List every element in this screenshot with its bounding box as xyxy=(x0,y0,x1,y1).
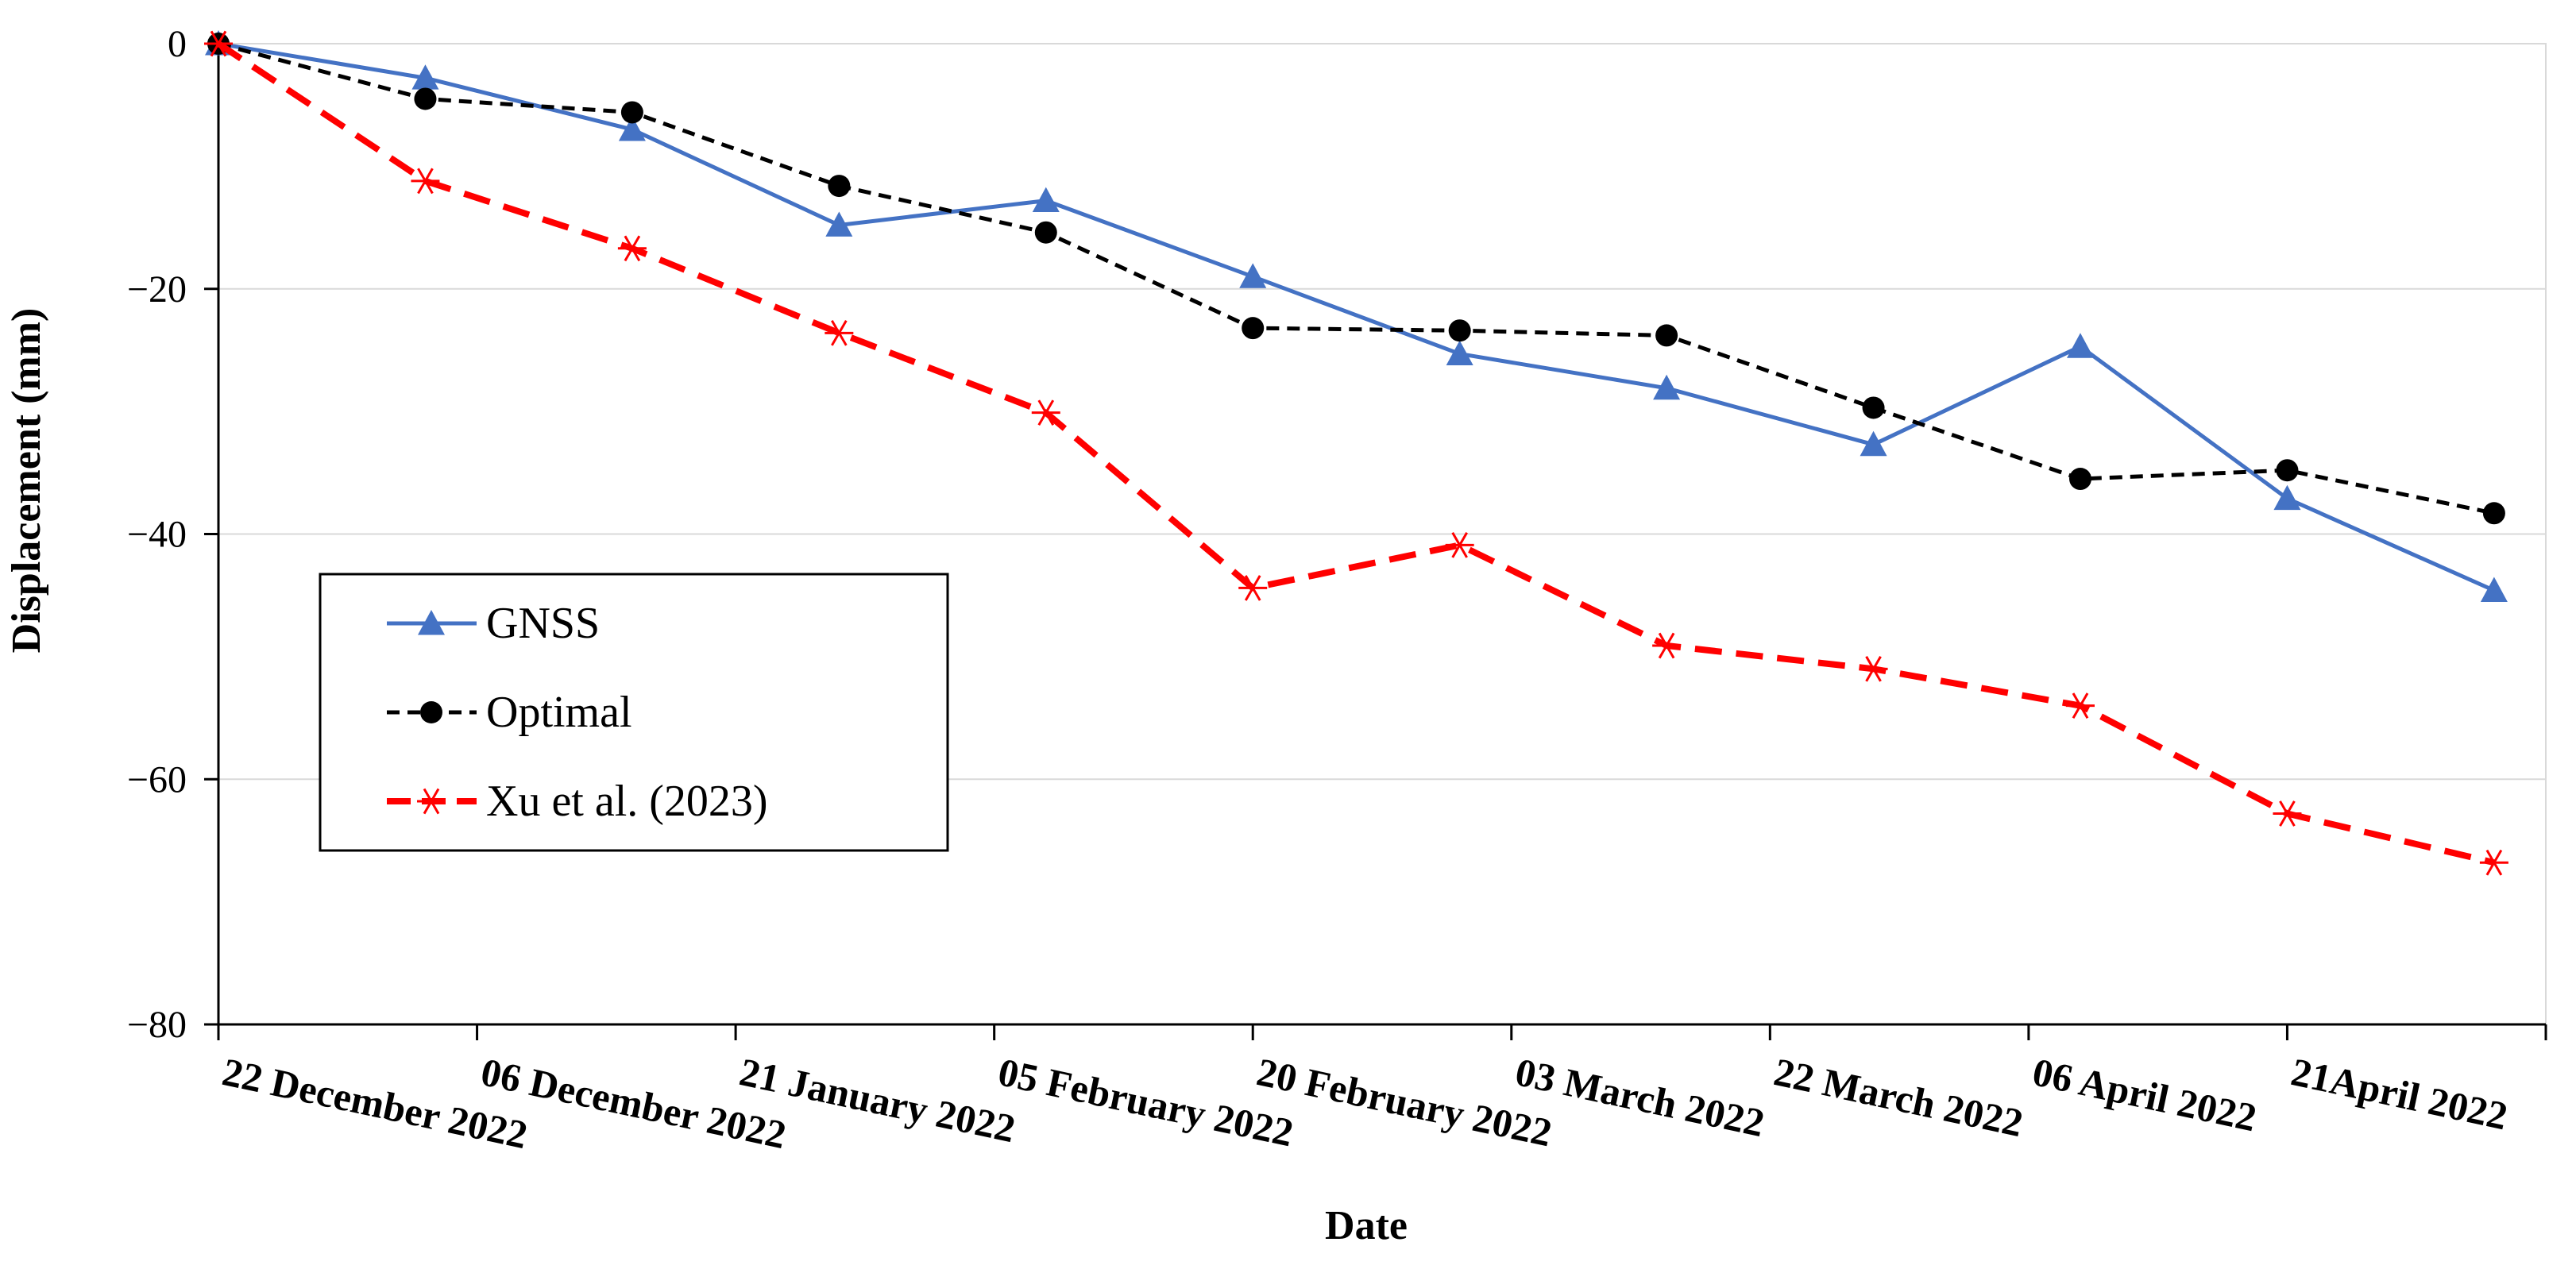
marker-circle xyxy=(1242,317,1265,340)
marker-triangle xyxy=(2067,333,2094,358)
y-tick-label: 0 xyxy=(168,23,187,65)
marker-circle xyxy=(420,701,442,723)
marker-circle xyxy=(1448,319,1471,342)
marker-star xyxy=(1445,532,1474,558)
marker-stroke xyxy=(1244,575,1261,601)
series-gnss xyxy=(205,30,2508,602)
marker-stroke xyxy=(423,788,440,815)
marker-star xyxy=(1859,655,1888,682)
x-tick-label: 21April 2022 xyxy=(2288,1049,2512,1138)
series-xu-et-al-2023 xyxy=(204,30,2508,876)
marker-stroke xyxy=(1658,632,1675,659)
marker-circle xyxy=(1034,221,1057,244)
series-optimal xyxy=(207,33,2505,525)
marker-star xyxy=(417,788,446,815)
marker-circle xyxy=(1862,396,1885,419)
marker-triangle xyxy=(418,610,445,635)
marker-stroke xyxy=(1451,532,1468,558)
legend-label: GNSS xyxy=(486,599,600,648)
marker-triangle xyxy=(411,64,439,90)
y-tick-label: −40 xyxy=(127,514,187,556)
marker-stroke xyxy=(831,319,848,346)
marker-stroke xyxy=(1865,655,1882,682)
series-layer xyxy=(204,30,2508,876)
marker-star xyxy=(411,168,440,195)
gridlines xyxy=(218,43,2547,1025)
y-tick-labels: 0 −20 −40 −60 −80 xyxy=(127,23,187,1046)
x-tick-label: 22 March 2022 xyxy=(1771,1049,2027,1145)
marker-stroke xyxy=(1037,399,1055,426)
marker-stroke xyxy=(210,30,227,57)
marker-star xyxy=(1031,399,1060,426)
marker-stroke xyxy=(624,235,641,262)
marker-triangle xyxy=(1239,263,1267,288)
x-tick-label: 06 April 2022 xyxy=(2029,1049,2261,1140)
marker-circle xyxy=(1655,324,1678,347)
legend-label: Xu et al. (2023) xyxy=(486,777,768,826)
marker-triangle xyxy=(825,211,853,237)
marker-stroke xyxy=(2279,800,2296,827)
marker-circle xyxy=(2482,502,2505,525)
series-line xyxy=(216,40,2495,866)
marker-star xyxy=(617,235,647,262)
marker-star xyxy=(2273,800,2302,827)
marker-stroke xyxy=(2072,692,2089,719)
marker-circle xyxy=(2276,459,2299,482)
marker-star xyxy=(204,30,233,57)
marker-star xyxy=(2479,849,2508,876)
legend: GNSS Optimal Xu et al. (2023) xyxy=(319,573,949,852)
legend-label: Optimal xyxy=(486,688,632,737)
marker-circle xyxy=(414,87,437,110)
marker-star xyxy=(1238,575,1268,601)
marker-star xyxy=(2066,692,2095,719)
marker-circle xyxy=(2069,468,2091,491)
marker-triangle xyxy=(1446,340,1473,366)
marker-triangle xyxy=(1653,374,1681,400)
marker-star xyxy=(825,319,854,346)
marker-star xyxy=(1652,632,1682,659)
y-tick-label: −20 xyxy=(127,268,187,310)
marker-triangle xyxy=(618,116,646,141)
y-tick-label: −80 xyxy=(127,1004,187,1046)
marker-triangle xyxy=(2273,484,2301,511)
y-axis-label: Displacement (mm) xyxy=(4,308,49,654)
marker-triangle xyxy=(1860,430,1887,457)
x-tick-label: 20 February 2022 xyxy=(1253,1049,1555,1155)
marker-circle xyxy=(828,175,851,198)
marker-triangle xyxy=(2480,577,2508,602)
marker-stroke xyxy=(417,168,434,195)
marker-stroke xyxy=(2485,849,2503,876)
y-tick-label: −60 xyxy=(127,758,187,800)
axes xyxy=(204,42,2547,1040)
marker-circle xyxy=(620,101,643,124)
series-line xyxy=(218,41,2495,592)
series-line xyxy=(218,41,2495,515)
x-tick-label: 05 February 2022 xyxy=(994,1049,1297,1155)
marker-triangle xyxy=(1032,187,1060,213)
x-axis-label: Date xyxy=(1325,1203,1408,1248)
